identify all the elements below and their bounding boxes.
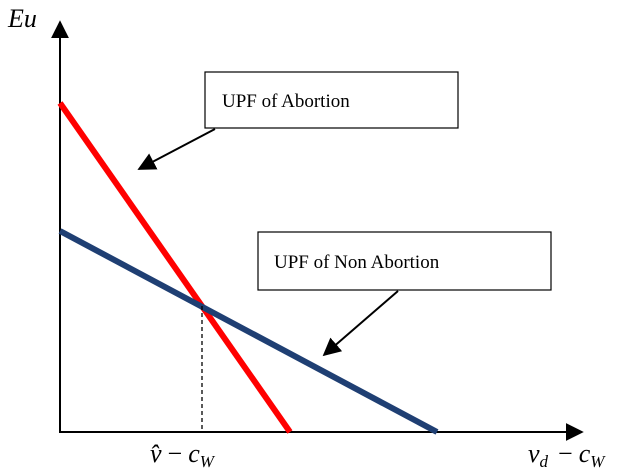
marker-label: v̂ − cW <box>150 439 216 471</box>
y-axis-label: Eu <box>7 4 37 33</box>
pointer-arrow <box>322 290 399 357</box>
x-term-subscript: W <box>590 452 606 471</box>
x-base: v <box>528 439 540 468</box>
marker-base: v̂ <box>150 439 162 468</box>
marker-term: c <box>188 439 200 468</box>
marker-term-subscript: W <box>200 452 216 471</box>
upf-non-abortion-line <box>58 228 439 435</box>
curve-label: UPF of Abortion <box>222 91 350 112</box>
label-box <box>204 71 459 129</box>
x-subscript: d <box>540 452 549 471</box>
x-term: c <box>579 439 591 468</box>
label-box <box>257 231 552 291</box>
marker-operator: − <box>168 439 183 468</box>
upf-abortion-line <box>57 101 293 434</box>
x-axis-label: vd − cW <box>528 439 606 471</box>
pointer-arrow <box>137 128 216 170</box>
x-operator: − <box>558 439 573 468</box>
curve-label: UPF of Non Abortion <box>274 252 440 273</box>
